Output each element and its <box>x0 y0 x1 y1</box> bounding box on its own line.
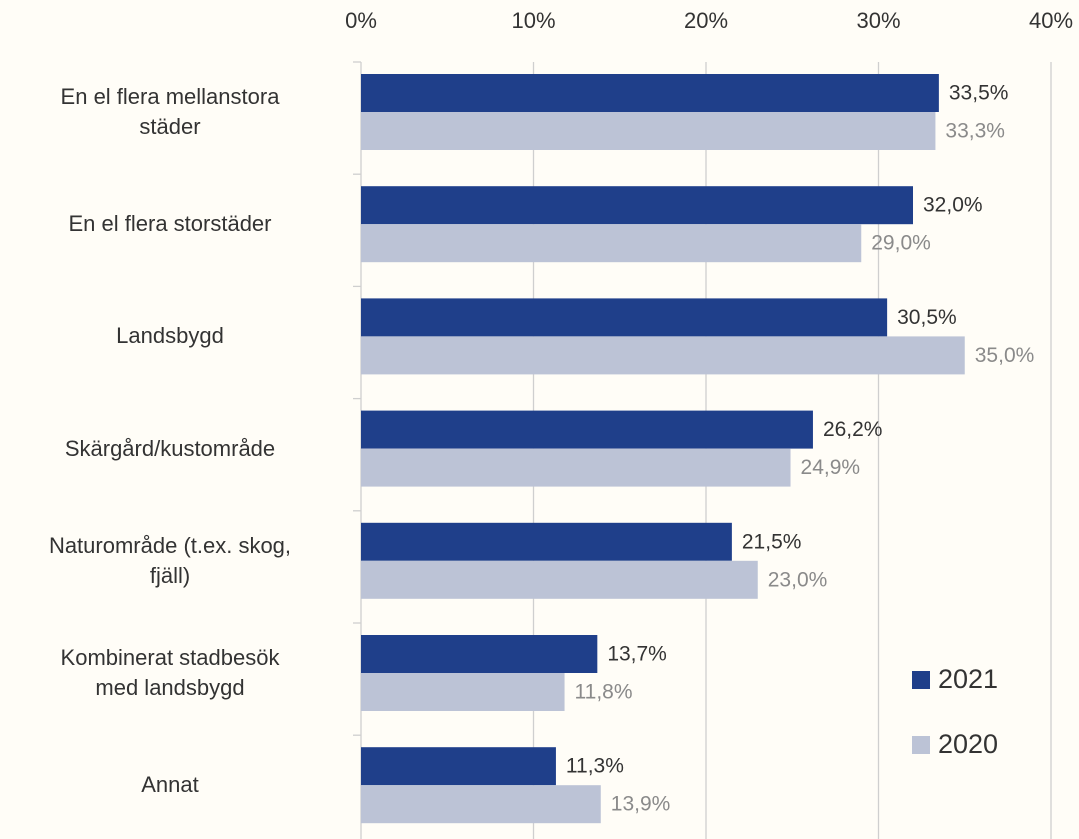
value-label: 29,0% <box>871 232 931 255</box>
value-label: 11,8% <box>575 681 633 704</box>
value-label: 33,5% <box>949 82 1009 105</box>
bar <box>361 560 758 599</box>
value-label: 13,7% <box>607 643 667 666</box>
x-tick-label: 30% <box>856 8 900 33</box>
bar <box>361 112 936 150</box>
bar <box>361 224 862 263</box>
category-label: En el flera mellanstora städer <box>60 84 280 139</box>
value-label: 32,0% <box>923 194 983 217</box>
category-label: Naturområde (t.ex. skog, fjäll) <box>48 532 292 588</box>
legend-swatch <box>912 736 930 754</box>
value-label: 11,3% <box>566 755 624 778</box>
bar <box>361 747 556 786</box>
value-label: 23,0% <box>768 568 828 591</box>
bar <box>361 673 565 711</box>
bar <box>361 410 813 449</box>
bar <box>361 186 913 225</box>
value-label: 24,9% <box>801 456 861 479</box>
bar <box>361 522 732 561</box>
bar <box>361 635 598 673</box>
value-label: 35,0% <box>975 344 1035 367</box>
category-label: Skärgård/kustområde <box>64 435 276 461</box>
category-label: Landsbygd <box>116 323 224 349</box>
bar <box>361 448 791 487</box>
value-label: 26,2% <box>823 418 883 441</box>
value-label: 33,3% <box>945 120 1005 143</box>
bar <box>361 336 965 375</box>
legend-swatch <box>912 671 930 689</box>
value-label: 13,9% <box>611 793 671 816</box>
legend-label: 2021 <box>938 664 998 694</box>
x-tick-label: 20% <box>684 8 728 33</box>
value-label: 21,5% <box>742 530 802 553</box>
bar <box>361 74 939 112</box>
category-label: En el flera storstäder <box>68 211 272 237</box>
x-tick-label: 40% <box>1029 8 1073 33</box>
bar <box>361 785 601 824</box>
legend-label: 2020 <box>938 729 998 759</box>
bar <box>361 298 888 337</box>
x-tick-label: 10% <box>511 8 555 33</box>
category-label: Kombinerat stadbesök med landsbygd <box>60 645 280 700</box>
x-tick-label: 0% <box>345 8 377 33</box>
category-label: Annat <box>141 772 199 798</box>
value-label: 30,5% <box>897 306 957 329</box>
